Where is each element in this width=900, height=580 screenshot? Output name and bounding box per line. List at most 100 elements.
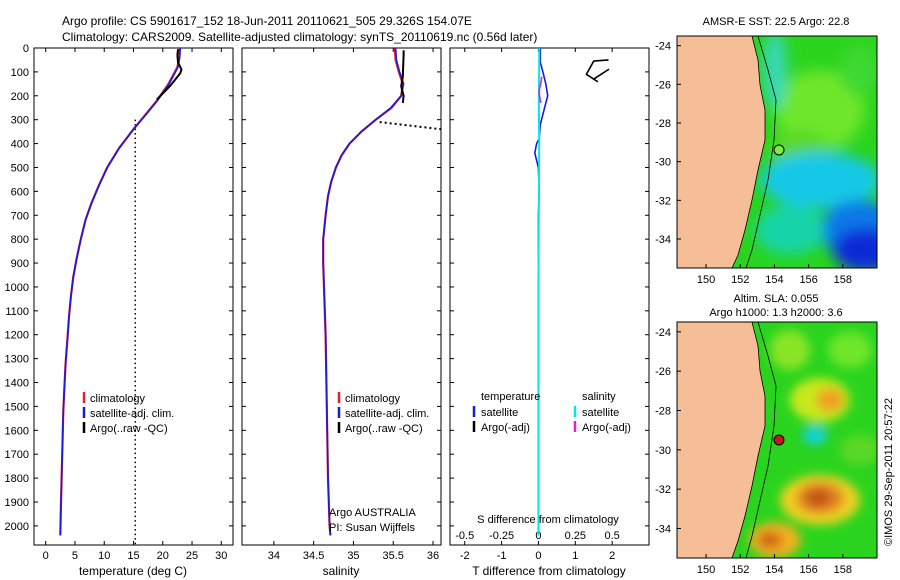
isobath bbox=[745, 36, 777, 268]
map-x-tick-label: 154 bbox=[765, 564, 783, 576]
map-x-tick-label: 158 bbox=[834, 274, 852, 286]
x-tick-label: 5 bbox=[72, 550, 78, 562]
coastline bbox=[677, 36, 766, 268]
y-tick-label: 1400 bbox=[5, 378, 29, 390]
legend-satellite-adj: satellite-adj. clim. bbox=[345, 408, 429, 420]
salinity-xlabel: salinity bbox=[323, 564, 360, 578]
map-x-tick-label: 156 bbox=[799, 564, 817, 576]
map-y-tick-label: -24 bbox=[655, 41, 671, 53]
map-x-tick-label: 156 bbox=[799, 274, 817, 286]
argo-position-marker bbox=[773, 434, 785, 446]
y-tick-label: 100 bbox=[11, 67, 29, 79]
x-tick-label: 1 bbox=[572, 550, 578, 562]
series-line-3 bbox=[537, 48, 541, 536]
series-line-2 bbox=[59, 48, 182, 536]
y-tick-label: 1100 bbox=[5, 306, 29, 318]
y-tick-label: 1700 bbox=[5, 449, 29, 461]
y-tick-label: 1300 bbox=[5, 354, 29, 366]
x-tick-label: 25 bbox=[186, 550, 198, 562]
temperature-axes: 0100200300400500600700800900100011001200… bbox=[5, 43, 233, 562]
y-tick-label: 1900 bbox=[5, 497, 29, 509]
x-tick-label: 35.5 bbox=[383, 550, 404, 562]
map-y-tick-label: -30 bbox=[655, 445, 671, 457]
y-tick-label: 400 bbox=[11, 139, 29, 151]
difference-xlabel: T difference from climatology bbox=[472, 564, 626, 578]
map-y-tick-label: -26 bbox=[655, 79, 671, 91]
x-tick-label: 2 bbox=[609, 550, 615, 562]
isobath bbox=[745, 322, 777, 558]
legend-t-argo: Argo(-adj) bbox=[481, 422, 530, 434]
temperature-plot bbox=[59, 48, 183, 545]
series-line-3 bbox=[400, 50, 405, 104]
y-tick-label: 200 bbox=[11, 91, 29, 103]
y-tick-label: 300 bbox=[11, 115, 29, 127]
map-y-tick-label: -30 bbox=[655, 157, 671, 169]
y-tick-label: 900 bbox=[11, 258, 29, 270]
map-y-tick-label: -24 bbox=[655, 327, 671, 339]
map-x-tick-label: 152 bbox=[731, 564, 749, 576]
sst-map-image bbox=[677, 36, 877, 268]
temperature-legend: climatology satellite-adj. clim. Argo(..… bbox=[82, 392, 174, 435]
argo-program-label: Argo AUSTRALIA bbox=[329, 507, 416, 519]
legend-argo: Argo(..raw -QC) bbox=[90, 423, 168, 435]
difference-legend: temperature salinity satellite Argo(-adj… bbox=[472, 391, 631, 434]
sla-map-image bbox=[677, 322, 877, 558]
sla-map-axes: 150 152 154 156 158 -24 -26 -28 -30 -32 -34 bbox=[655, 327, 852, 576]
top-x-tick-label: -0.25 bbox=[489, 530, 514, 542]
y-tick-label: 800 bbox=[11, 234, 29, 246]
sst-map-axes: 150 152 154 156 158 -24 -26 -28 -30 -32 -34 bbox=[655, 41, 852, 286]
top-x-tick-label: 0.5 bbox=[604, 530, 619, 542]
y-tick-label: 500 bbox=[11, 162, 29, 174]
x-tick-label: -1 bbox=[497, 550, 507, 562]
header-title: Argo profile: CS 5901617_152 18-Jun-2011… bbox=[62, 14, 472, 28]
x-tick-label: 0 bbox=[43, 550, 49, 562]
argo-position-marker bbox=[773, 144, 785, 156]
map-y-tick-label: -28 bbox=[655, 118, 671, 130]
x-tick-label: 15 bbox=[127, 550, 139, 562]
pi-label: PI: Susan Wijffels bbox=[329, 522, 415, 534]
y-tick-label: 1800 bbox=[5, 473, 29, 485]
x-tick-label: 10 bbox=[98, 550, 110, 562]
map-y-tick-label: -26 bbox=[655, 366, 671, 378]
map-x-tick-label: 150 bbox=[697, 564, 715, 576]
top-x-tick-label: 0.25 bbox=[565, 530, 586, 542]
legend-temperature-title: temperature bbox=[481, 391, 540, 403]
sla-map-subtitle: Argo h1000: 1.3 h2000: 3.6 bbox=[709, 307, 842, 319]
legend-salinity-title: salinity bbox=[582, 391, 616, 403]
series-line-4 bbox=[538, 76, 543, 104]
legend-s-argo: Argo(-adj) bbox=[582, 422, 631, 434]
salinity-plot bbox=[322, 48, 441, 536]
y-tick-label: 600 bbox=[11, 186, 29, 198]
map-y-tick-label: -32 bbox=[655, 195, 671, 207]
y-tick-label: 700 bbox=[11, 210, 29, 222]
header-subtitle: Climatology: CARS2009. Satellite-adjuste… bbox=[62, 30, 537, 44]
temperature-panel-frame bbox=[33, 47, 234, 546]
temperature-xlabel: temperature (deg C) bbox=[79, 564, 187, 578]
y-tick-label: 1500 bbox=[5, 401, 29, 413]
salinity-axes: 34 34.5 35 35.5 36 bbox=[242, 47, 441, 562]
map-y-tick-label: -34 bbox=[655, 234, 671, 246]
legend-s-satellite: satellite bbox=[582, 407, 619, 419]
y-tick-label: 1000 bbox=[5, 282, 29, 294]
x-tick-label: 35 bbox=[347, 550, 359, 562]
difference-plot bbox=[533, 48, 610, 536]
series-line-3 bbox=[156, 49, 183, 101]
imos-credit: ©IMOS 29-Sep-2011 20:57:22 bbox=[883, 398, 895, 546]
top-x-tick-label: 0 bbox=[535, 530, 541, 542]
sst-map-title: AMSR-E SST: 22.5 Argo: 22.8 bbox=[703, 16, 850, 28]
x-tick-label: 30 bbox=[215, 550, 227, 562]
y-tick-label: 0 bbox=[23, 43, 29, 55]
y-tick-label: 2000 bbox=[5, 521, 29, 533]
map-x-tick-label: 150 bbox=[697, 274, 715, 286]
x-tick-label: -2 bbox=[460, 550, 470, 562]
difference-top-xlabel: S difference from climatology bbox=[477, 514, 619, 526]
x-tick-label: 34.5 bbox=[303, 550, 324, 562]
difference-axes: -2 -1 0 1 2 -0.5 -0.25 0 0.25 0.5 bbox=[450, 47, 649, 562]
map-x-tick-label: 152 bbox=[731, 274, 749, 286]
series-line-1 bbox=[59, 48, 181, 536]
y-tick-label: 1200 bbox=[5, 330, 29, 342]
legend-satellite-adj: satellite-adj. clim. bbox=[90, 408, 174, 420]
sst-map-frame bbox=[676, 35, 878, 269]
series-line-1 bbox=[322, 48, 404, 536]
